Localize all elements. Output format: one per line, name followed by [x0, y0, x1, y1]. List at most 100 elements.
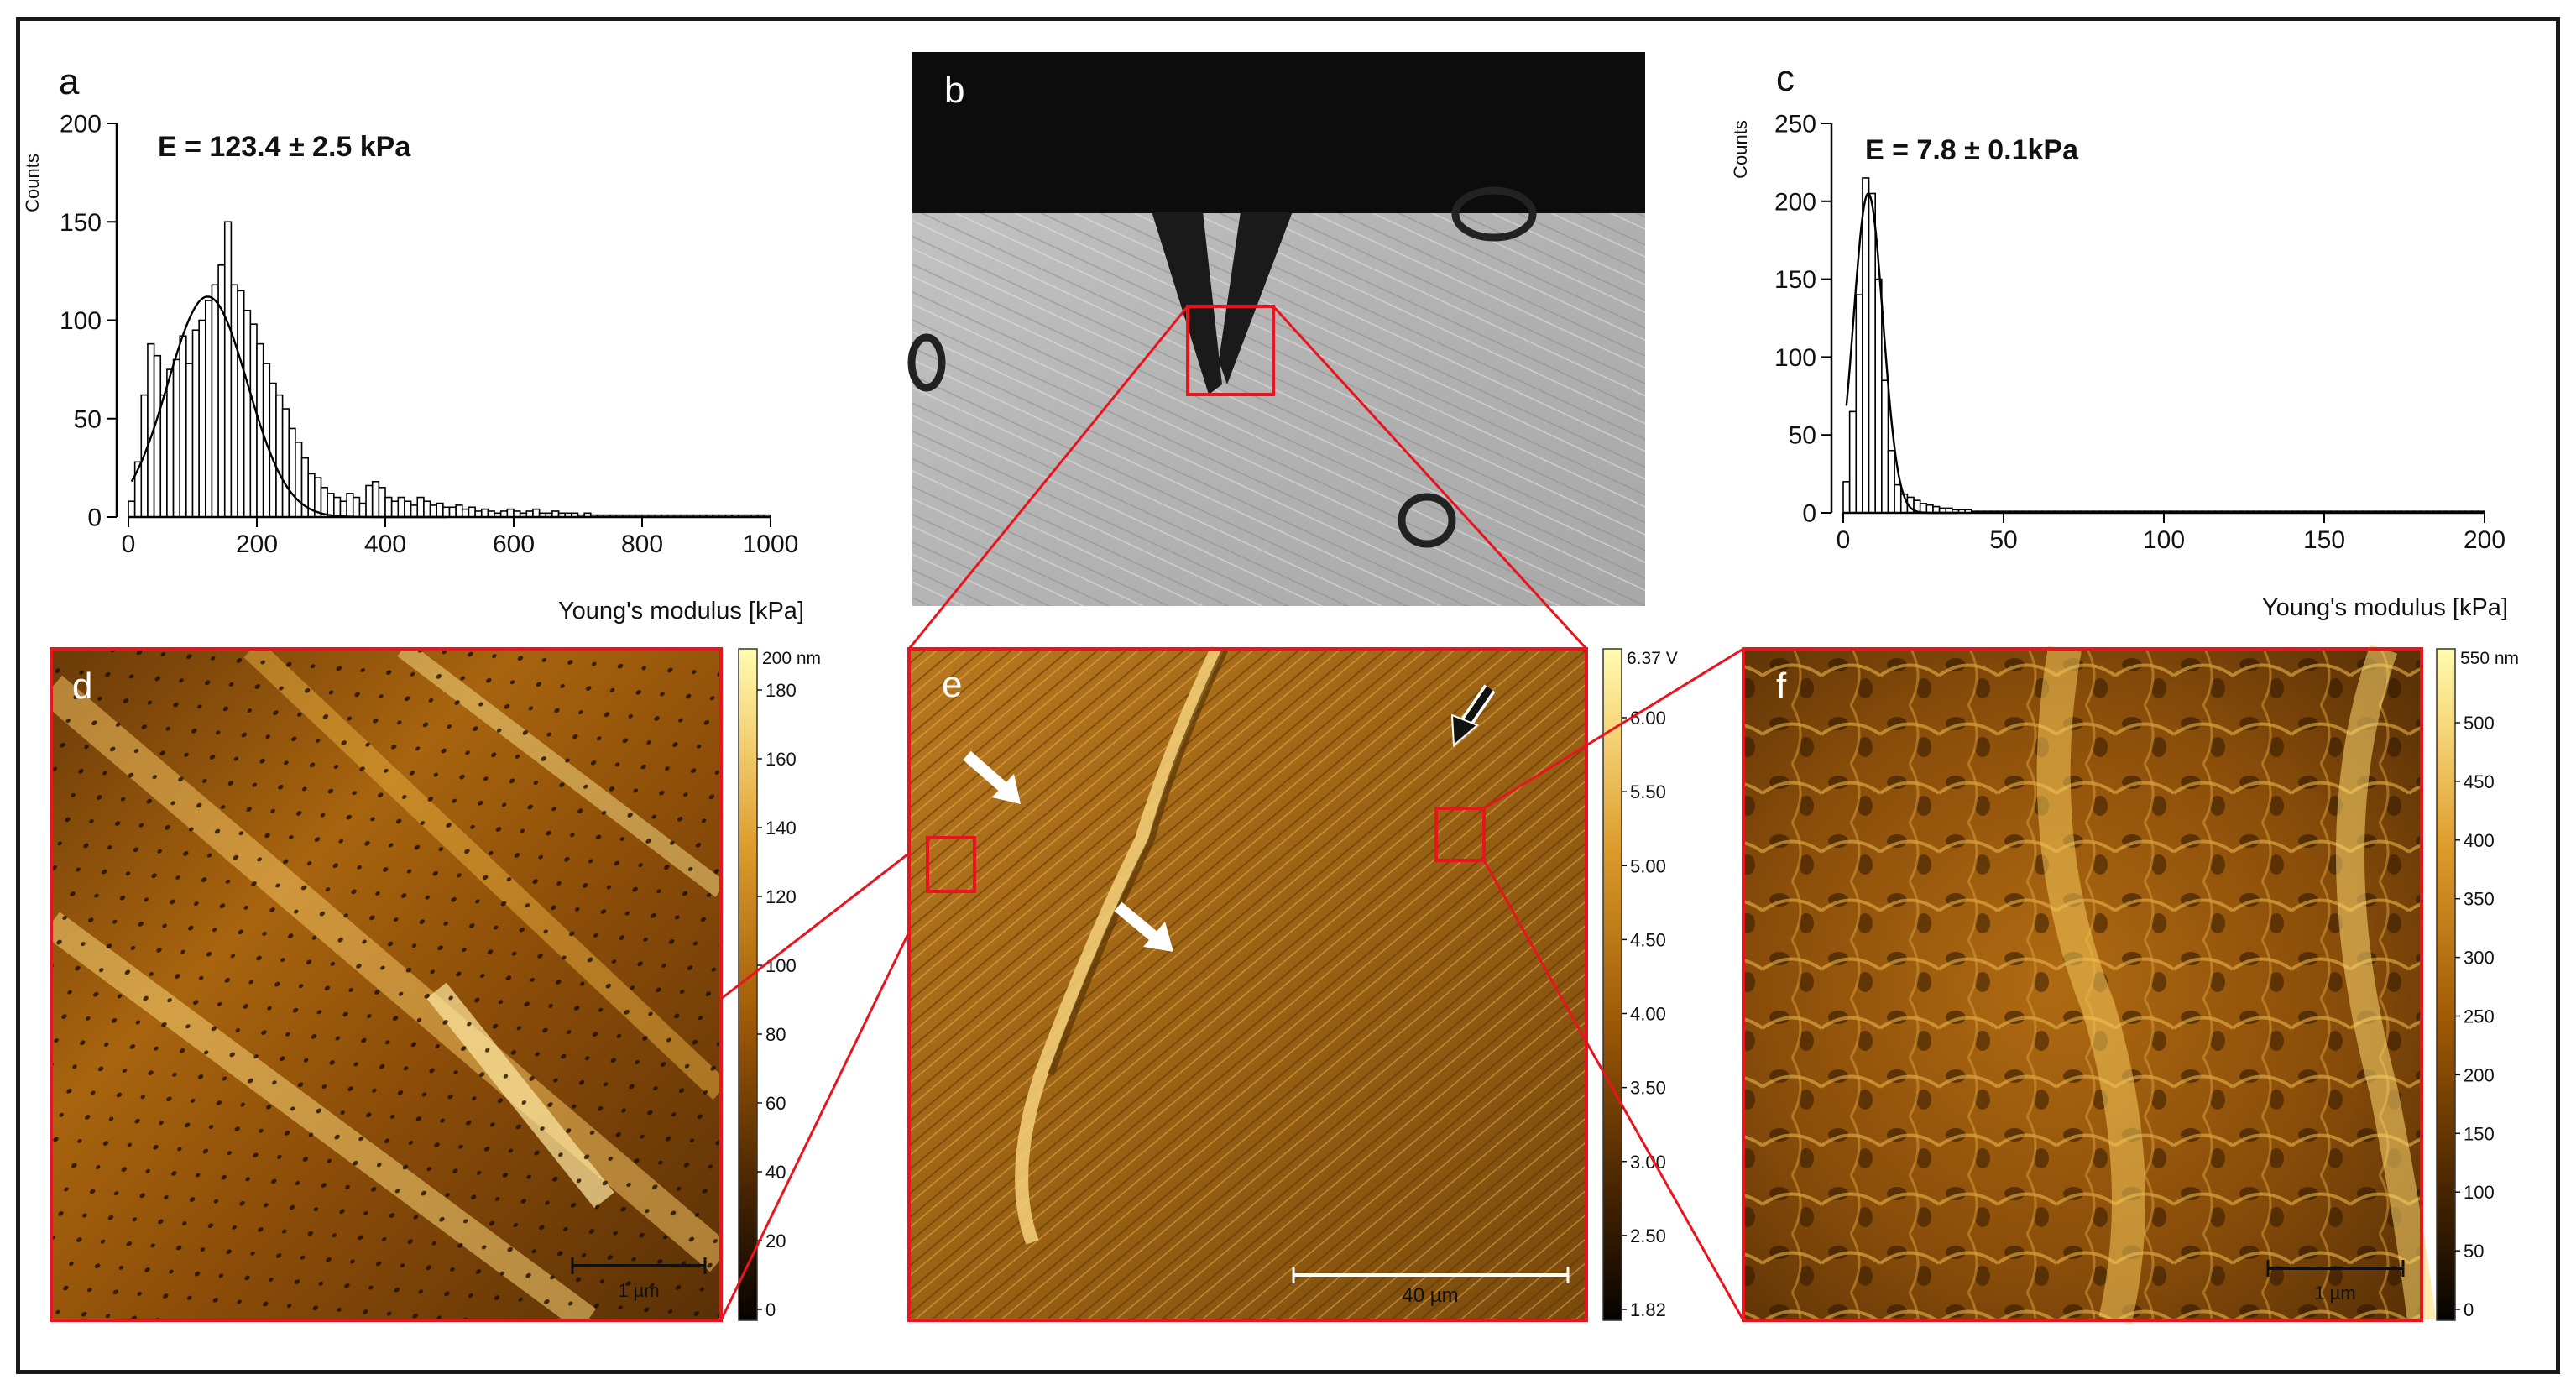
colorbar-tick-label: 400	[2464, 830, 2495, 851]
colorbar-unit-label: 200 nm	[762, 649, 821, 668]
histogram-bar	[1874, 278, 1883, 514]
colorbar-gradient	[2436, 648, 2456, 1321]
frame-d	[50, 647, 723, 1322]
histogram-bar	[243, 309, 252, 518]
colorbar-tick-label: 250	[2464, 1006, 2495, 1027]
colorbar-tick-label: 450	[2464, 771, 2495, 792]
modulus-annotation-c: E = 7.8 ± 0.1kPa	[1865, 134, 2079, 166]
bubble-bottom	[1398, 493, 1456, 548]
colorbar-tick-label: 140	[765, 818, 797, 839]
colorbar-gradient	[1602, 648, 1622, 1321]
colorbar-tick-label: 160	[765, 749, 797, 770]
panel-letter-f: f	[1776, 666, 1787, 707]
histogram-bar	[1887, 449, 1895, 514]
x-tick-label: 800	[621, 530, 663, 558]
histogram-bar	[275, 394, 284, 518]
colorbar-tick-label: 1.82	[1630, 1299, 1666, 1320]
panel-letter-d: d	[72, 666, 92, 707]
colorbar-tick-label: 2.50	[1630, 1225, 1666, 1246]
histogram-bar	[429, 504, 437, 518]
colorbar-tick-label: 100	[765, 955, 797, 976]
y-tick-label: 0	[87, 504, 102, 532]
y-tick-label: 250	[1774, 111, 1816, 138]
frame-e	[907, 647, 1588, 1322]
pores-d	[51, 649, 721, 1320]
histogram-bar	[269, 382, 277, 518]
colorbar-d: 200 nm 180 160 140 120 100 80 60 40 20 0	[738, 648, 821, 1321]
histogram-bar	[159, 394, 168, 518]
ridge-e	[1015, 645, 1224, 1245]
histogram-bar	[365, 484, 374, 518]
x-tick-label: 200	[236, 530, 278, 558]
colorbar-tick-label: 80	[765, 1024, 786, 1045]
colorbar-tick-label: 20	[765, 1231, 786, 1252]
histogram-bar	[339, 500, 347, 518]
zoom-box-e-left	[926, 836, 976, 893]
y-axis-title-c: Counts	[1730, 120, 1751, 179]
y-tick-label: 150	[60, 209, 102, 237]
colorbar-tick-label: 40	[765, 1162, 786, 1183]
x-tick-label: 0	[122, 530, 136, 558]
bundle-f-1	[2036, 645, 2145, 1325]
histogram-bar	[346, 493, 354, 518]
histogram-bar	[172, 358, 181, 518]
histogram-bar	[166, 368, 175, 518]
histogram-bar	[436, 502, 444, 518]
histogram-bar	[1881, 379, 1889, 514]
panel-c: c E = 7.8 ± 0.1kPa Counts Young's modulu…	[1730, 58, 2508, 621]
y-tick-label: 50	[74, 405, 102, 433]
histogram-bar	[416, 496, 425, 518]
histogram-bar	[211, 284, 219, 518]
x-tick-label: 400	[364, 530, 406, 558]
afm-cantilever-tip	[1152, 212, 1222, 395]
x-tick-label: 0	[1837, 526, 1851, 554]
arrow-white-2	[1114, 901, 1173, 952]
colorbar-unit-label: 6.37 V	[1627, 649, 1678, 668]
afm-cantilever-arm	[1219, 212, 1293, 384]
zoom-box-e-right	[1434, 807, 1486, 862]
bubble-left	[907, 333, 946, 392]
colorbar-unit-label: 550 nm	[2460, 649, 2519, 668]
y-tick-label: 100	[60, 307, 102, 335]
panel-letter-e: e	[942, 664, 962, 705]
arrow-white-1	[963, 750, 1021, 804]
histogram-bar	[532, 508, 541, 518]
colorbar-tick-label: 5.00	[1630, 855, 1666, 876]
histogram-bar	[404, 500, 412, 518]
cantilever-shadow	[912, 52, 1645, 213]
histogram-bar	[1894, 483, 1902, 514]
colorbar-tick-label: 6.00	[1630, 708, 1666, 729]
x-tick-label: 1000	[743, 530, 799, 558]
colorbar-tick-label: 500	[2464, 713, 2495, 734]
colorbar-tick-label: 0	[765, 1299, 776, 1320]
panel-letter-b: b	[944, 70, 964, 111]
histogram-bar	[410, 504, 419, 518]
zoom-line-d-top	[720, 836, 930, 1001]
colorbar-tick-label: 200	[2464, 1064, 2495, 1085]
histogram-bar	[295, 442, 303, 518]
stria-texture-e	[909, 649, 1586, 1320]
x-tick-label: 600	[493, 530, 535, 558]
y-tick-label: 200	[60, 111, 102, 138]
histogram-bar	[1842, 481, 1851, 514]
x-axis-title-c: Young's modulus [kPa]	[2262, 594, 2508, 621]
histogram-bar	[281, 408, 290, 518]
histogram-bar	[480, 508, 489, 518]
colorbar-tick-label: 4.00	[1630, 1004, 1666, 1025]
histogram-bar	[128, 500, 136, 518]
arrow-black	[1450, 684, 1496, 748]
colorbar-tick-label: 150	[2464, 1123, 2495, 1144]
histogram-bar	[461, 508, 470, 518]
zoom-line-f-bottom	[1482, 860, 1745, 1321]
x-tick-label: 50	[1989, 526, 2017, 554]
colorbar-tick-label: 50	[2464, 1241, 2484, 1262]
panel-letter-a: a	[59, 61, 80, 102]
y-tick-label: 50	[1789, 422, 1816, 450]
panel-f: f 1 µm 550 nm500450400350300250200150100…	[1742, 644, 2519, 1325]
ridge-shadow-e	[1048, 647, 1229, 1076]
histogram-bar	[378, 487, 386, 518]
histogram-bar	[1855, 294, 1863, 514]
panel-a: a E = 123.4 ± 2.5 kPa Counts Young's mod…	[22, 61, 804, 624]
